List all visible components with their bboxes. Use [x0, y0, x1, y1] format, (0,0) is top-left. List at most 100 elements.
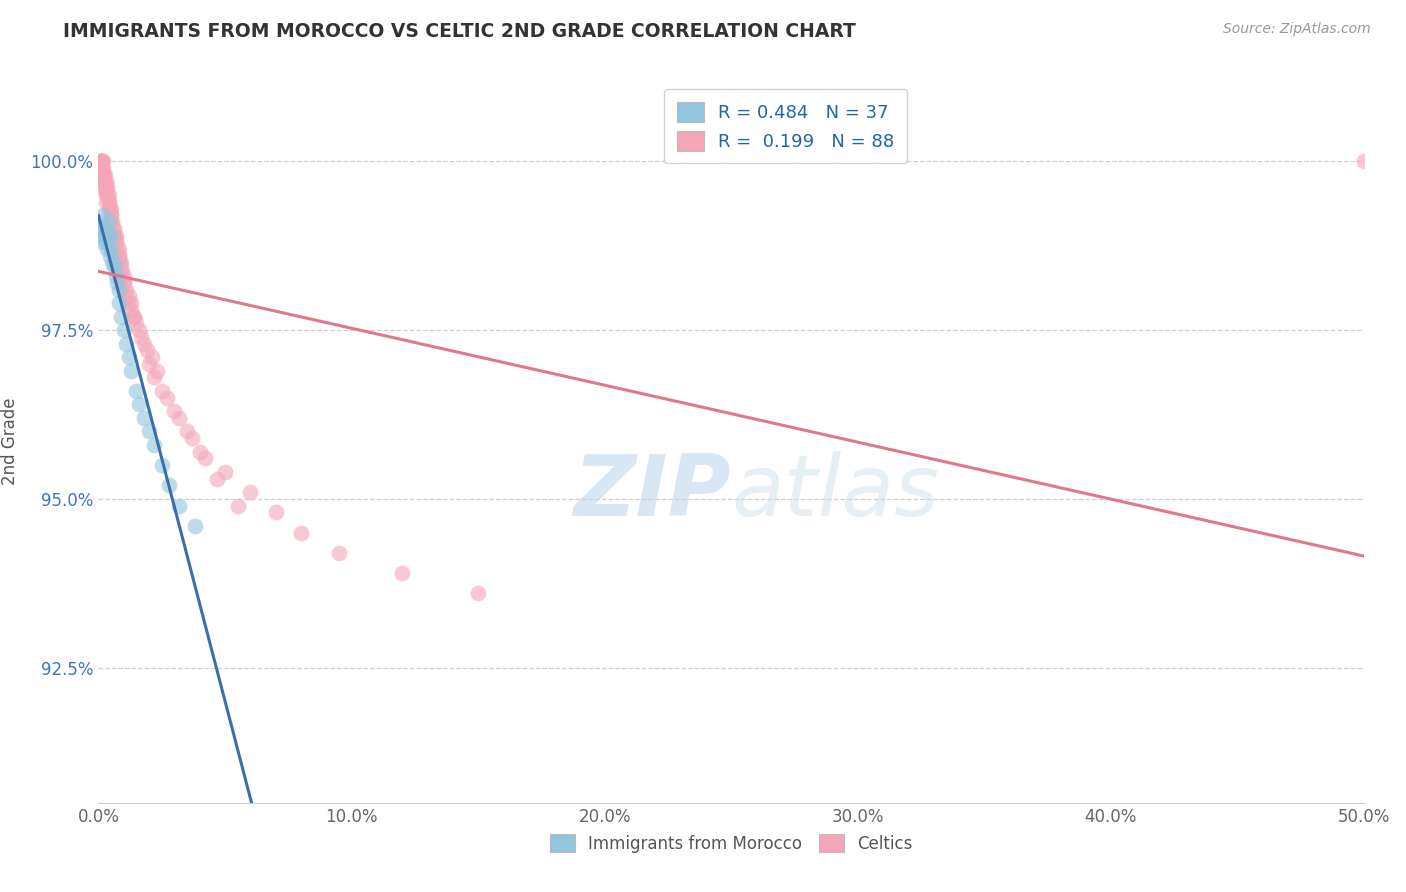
- Point: [264, 505, 287, 519]
- Point: [90, 154, 112, 169]
- Point: [93, 235, 115, 250]
- Point: [138, 357, 160, 371]
- Point: [97, 194, 120, 209]
- Point: [107, 296, 129, 310]
- Point: [100, 228, 122, 243]
- Point: [122, 310, 145, 324]
- Point: [96, 188, 118, 202]
- Point: [94, 235, 117, 250]
- Point: [97, 188, 120, 202]
- Point: [188, 444, 211, 458]
- Point: [94, 194, 117, 209]
- Point: [207, 472, 229, 486]
- Point: [110, 262, 132, 277]
- Text: atlas: atlas: [731, 450, 939, 533]
- Point: [132, 336, 155, 351]
- Point: [101, 215, 124, 229]
- Point: [115, 289, 138, 303]
- Point: [90, 222, 112, 236]
- Text: Source: ZipAtlas.com: Source: ZipAtlas.com: [1223, 22, 1371, 37]
- Point: [239, 485, 262, 500]
- Point: [169, 499, 191, 513]
- Point: [91, 154, 114, 169]
- Point: [115, 283, 138, 297]
- Point: [93, 228, 117, 243]
- Point: [107, 242, 129, 256]
- Point: [131, 330, 153, 344]
- Point: [118, 296, 141, 310]
- Point: [115, 336, 138, 351]
- Point: [163, 404, 186, 418]
- Point: [103, 228, 125, 243]
- Point: [467, 586, 489, 600]
- Point: [94, 175, 117, 189]
- Y-axis label: 2nd Grade: 2nd Grade: [1, 398, 20, 485]
- Point: [118, 350, 141, 364]
- Point: [112, 269, 135, 284]
- Point: [169, 411, 191, 425]
- Point: [150, 458, 173, 472]
- Point: [101, 255, 124, 269]
- Point: [290, 525, 312, 540]
- Point: [97, 215, 120, 229]
- Point: [100, 208, 122, 222]
- Point: [112, 276, 135, 290]
- Point: [120, 302, 142, 317]
- Point: [110, 310, 132, 324]
- Point: [93, 168, 117, 182]
- Point: [90, 161, 112, 175]
- Point: [93, 161, 115, 175]
- Point: [138, 425, 160, 439]
- Point: [125, 317, 148, 331]
- Point: [108, 255, 131, 269]
- Point: [97, 194, 120, 209]
- Text: ZIP: ZIP: [574, 450, 731, 533]
- Point: [120, 296, 142, 310]
- Point: [120, 364, 142, 378]
- Point: [93, 222, 115, 236]
- Point: [111, 269, 134, 284]
- Point: [105, 235, 128, 250]
- Point: [226, 499, 249, 513]
- Point: [150, 384, 173, 398]
- Point: [100, 242, 122, 256]
- Point: [91, 161, 114, 175]
- Point: [107, 249, 129, 263]
- Point: [94, 181, 117, 195]
- Point: [122, 310, 145, 324]
- Point: [143, 370, 166, 384]
- Point: [94, 175, 117, 189]
- Point: [145, 364, 167, 378]
- Point: [93, 168, 115, 182]
- Point: [110, 255, 132, 269]
- Point: [1353, 154, 1375, 169]
- Point: [107, 276, 129, 290]
- Point: [105, 228, 128, 243]
- Point: [107, 283, 129, 297]
- Point: [135, 343, 157, 358]
- Point: [328, 546, 350, 560]
- Point: [98, 202, 121, 216]
- Point: [107, 249, 129, 263]
- Text: IMMIGRANTS FROM MOROCCO VS CELTIC 2ND GRADE CORRELATION CHART: IMMIGRANTS FROM MOROCCO VS CELTIC 2ND GR…: [63, 22, 856, 41]
- Point: [90, 215, 112, 229]
- Point: [97, 202, 120, 216]
- Point: [91, 222, 114, 236]
- Point: [94, 181, 117, 195]
- Point: [90, 168, 112, 182]
- Point: [103, 222, 125, 236]
- Point: [183, 519, 205, 533]
- Point: [105, 269, 128, 284]
- Point: [93, 168, 115, 182]
- Point: [103, 255, 125, 269]
- Legend: Immigrants from Morocco, Celtics: Immigrants from Morocco, Celtics: [543, 828, 920, 860]
- Point: [128, 323, 150, 337]
- Point: [214, 465, 236, 479]
- Point: [141, 350, 163, 364]
- Point: [90, 154, 112, 169]
- Point: [156, 391, 179, 405]
- Point: [105, 235, 128, 250]
- Point: [176, 425, 198, 439]
- Point: [157, 478, 180, 492]
- Point: [94, 188, 117, 202]
